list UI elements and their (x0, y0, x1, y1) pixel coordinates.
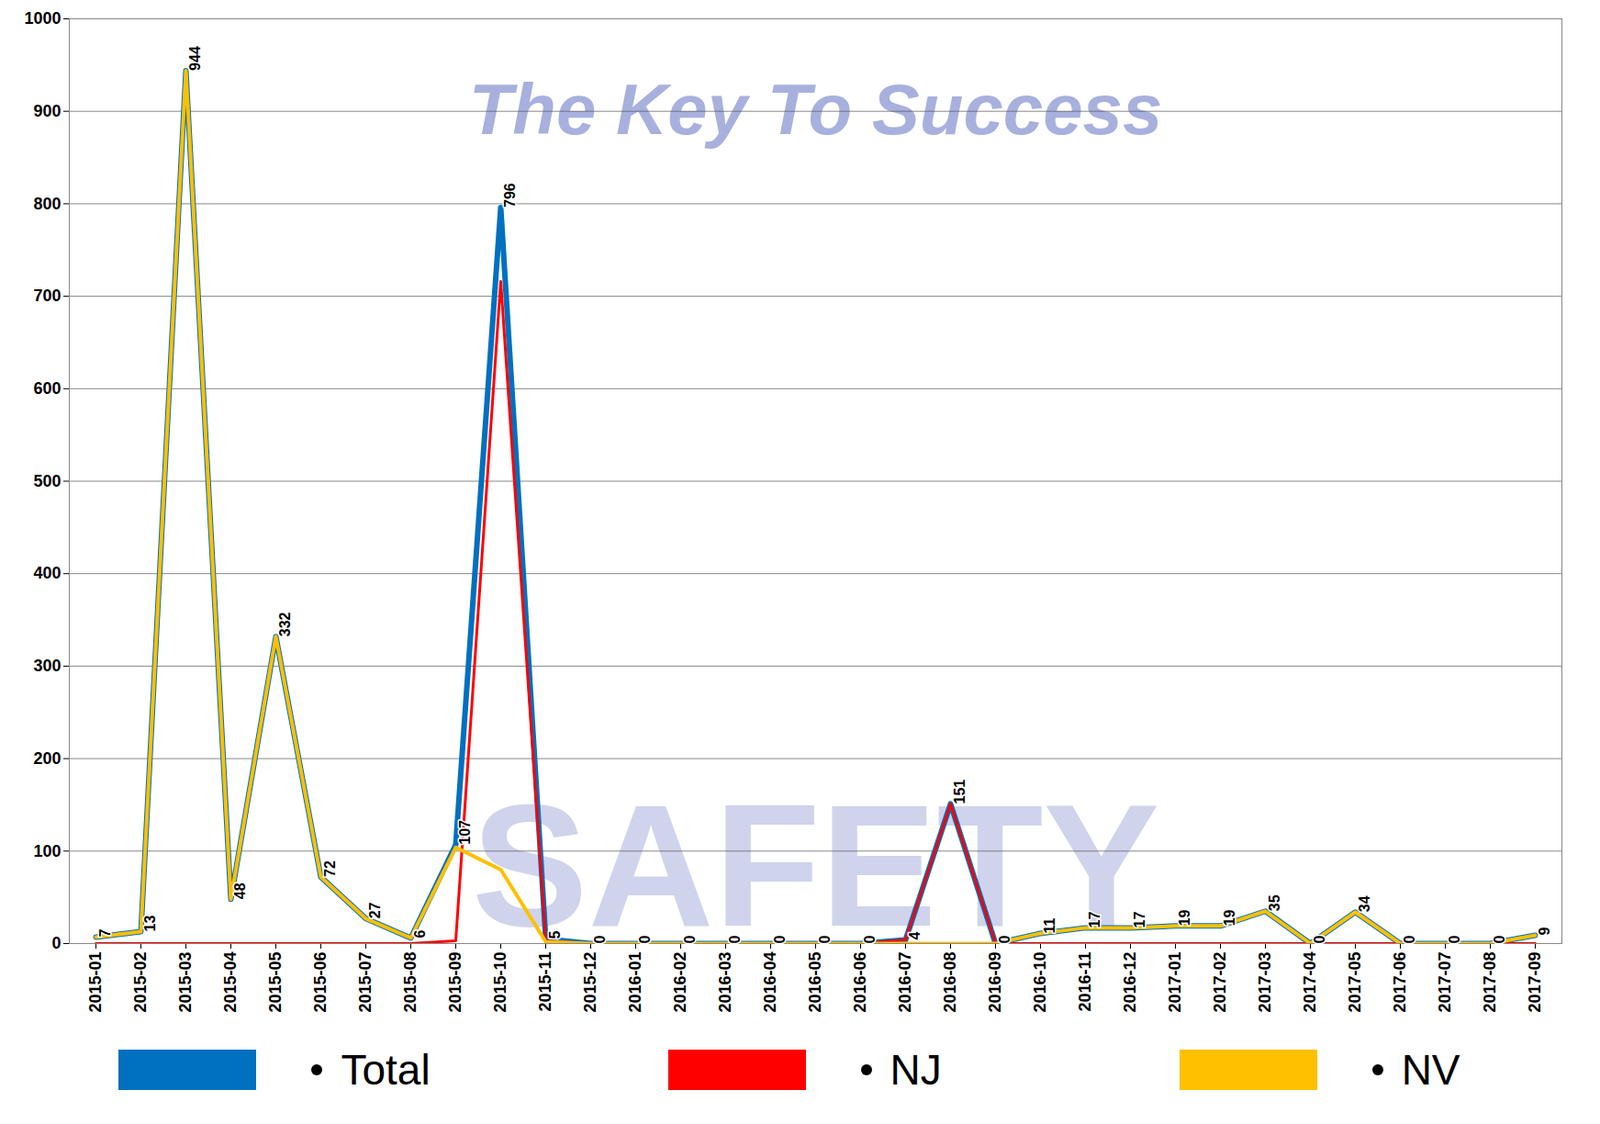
html-text:Total: Total (340, 1045, 431, 1094)
svg-text:0: 0 (772, 935, 788, 944)
svg-text:2016-11: 2016-11 (1076, 951, 1095, 1012)
svg-text:2015-12: 2015-12 (581, 951, 600, 1013)
svg-text:13: 13 (142, 915, 158, 932)
svg-text:4: 4 (906, 930, 923, 940)
svg-text:2016-01: 2016-01 (626, 951, 645, 1013)
svg-text:2015-04: 2015-04 (221, 951, 240, 1013)
svg-text:5: 5 (547, 929, 563, 939)
svg-text:0: 0 (1446, 935, 1463, 944)
svg-text:2017-05: 2017-05 (1345, 951, 1365, 1013)
svg-text:107: 107 (457, 819, 473, 845)
svg-text:2015-09: 2015-09 (446, 951, 465, 1013)
svg-text:2015-10: 2015-10 (491, 951, 510, 1013)
svg-text:2015-03: 2015-03 (176, 951, 195, 1013)
svg-text:0: 0 (682, 935, 698, 944)
svg-text:19: 19 (1176, 908, 1193, 926)
svg-text:0: 0 (637, 935, 653, 944)
svg-text:944: 944 (187, 45, 203, 71)
svg-text:0: 0 (996, 935, 1013, 944)
svg-text:2017-06: 2017-06 (1390, 951, 1410, 1013)
svg-text:0: 0 (861, 935, 878, 944)
svg-text:100: 100 (33, 841, 61, 861)
svg-text:151: 151 (951, 779, 968, 805)
svg-text:The Key To Success: The Key To Success (469, 68, 1164, 150)
svg-text:48: 48 (232, 882, 248, 899)
svg-text:72: 72 (322, 860, 338, 877)
svg-text:2016-08: 2016-08 (941, 951, 960, 1013)
svg-text:2015-02: 2015-02 (131, 951, 150, 1013)
svg-text:500: 500 (33, 471, 61, 491)
svg-text:7: 7 (97, 928, 113, 937)
svg-text:2016-05: 2016-05 (806, 951, 825, 1013)
svg-text:0: 0 (1401, 935, 1418, 944)
svg-text:0: 0 (727, 935, 743, 944)
svg-text:6: 6 (412, 928, 428, 938)
svg-text:2016-09: 2016-09 (986, 951, 1005, 1013)
svg-text:19: 19 (1221, 908, 1238, 926)
svg-text:17: 17 (1086, 910, 1103, 928)
svg-text:0: 0 (1491, 935, 1508, 944)
svg-text:35: 35 (1266, 894, 1283, 911)
svg-text:2016-06: 2016-06 (851, 951, 870, 1013)
svg-text:600: 600 (33, 379, 61, 398)
svg-text:2016-04: 2016-04 (761, 951, 780, 1013)
svg-text:2017-07: 2017-07 (1435, 951, 1455, 1013)
svg-text:2015-05: 2015-05 (266, 951, 285, 1013)
svg-text:2017-08: 2017-08 (1480, 951, 1500, 1013)
svg-text:2017-04: 2017-04 (1300, 951, 1320, 1013)
svg-text:800: 800 (33, 194, 61, 213)
svg-text:900: 900 (33, 101, 61, 121)
svg-text:9: 9 (1536, 926, 1553, 935)
svg-text:300: 300 (33, 656, 61, 675)
svg-text:27: 27 (367, 901, 383, 918)
svg-text:200: 200 (33, 749, 61, 768)
svg-text:SAFETY: SAFETY (471, 767, 1161, 963)
svg-text:2015-06: 2015-06 (311, 951, 330, 1013)
svg-text:11: 11 (1041, 917, 1058, 933)
svg-text:0: 0 (1311, 935, 1328, 944)
svg-text:2017-01: 2017-01 (1165, 951, 1185, 1013)
svg-text:2015-01: 2015-01 (86, 951, 105, 1013)
svg-text:2015-11: 2015-11 (536, 951, 555, 1012)
svg-text:2017-09: 2017-09 (1525, 951, 1545, 1013)
svg-text:0: 0 (592, 935, 608, 944)
svg-text:1000: 1000 (23, 9, 61, 28)
svg-text:2016-07: 2016-07 (896, 951, 915, 1013)
html-text:NV: NV (1401, 1045, 1461, 1094)
svg-text:2017-03: 2017-03 (1255, 951, 1275, 1013)
svg-text:2015-07: 2015-07 (356, 951, 375, 1013)
svg-text:796: 796 (502, 182, 518, 208)
svg-text:34: 34 (1356, 895, 1373, 912)
svg-text:0: 0 (816, 935, 833, 944)
svg-text:17: 17 (1131, 910, 1148, 928)
svg-text:332: 332 (277, 611, 293, 637)
svg-text:400: 400 (33, 563, 61, 582)
html-text:NJ: NJ (889, 1045, 942, 1094)
svg-text:700: 700 (33, 286, 61, 305)
svg-text:2017-02: 2017-02 (1210, 951, 1230, 1013)
svg-text:0: 0 (51, 933, 61, 952)
svg-text:2015-08: 2015-08 (401, 951, 420, 1013)
svg-text:2016-03: 2016-03 (716, 951, 735, 1013)
svg-text:2016-02: 2016-02 (671, 951, 690, 1013)
svg-text:2016-10: 2016-10 (1031, 951, 1050, 1013)
svg-text:2016-12: 2016-12 (1121, 951, 1140, 1013)
